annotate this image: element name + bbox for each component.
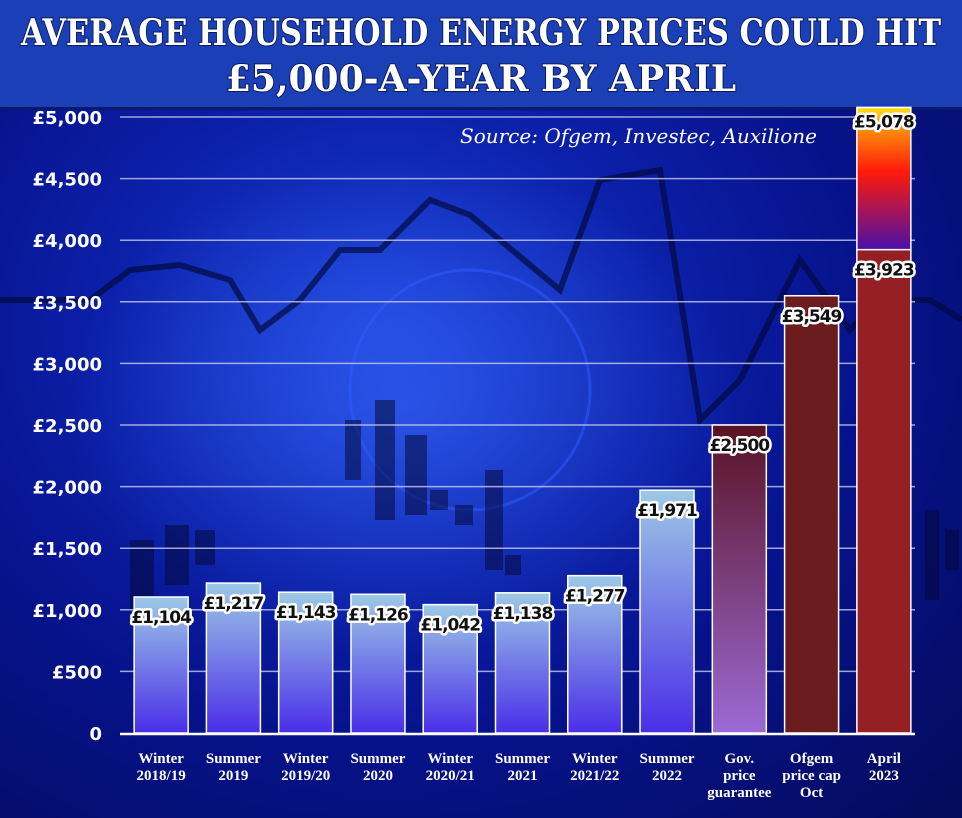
bar-value-label: £1,104 xyxy=(131,608,192,628)
bar-value-label: £1,126 xyxy=(348,605,408,625)
bar-group: £1,104 xyxy=(129,596,196,734)
x-tick-label-line: Oct xyxy=(800,785,823,801)
bar-extension xyxy=(856,106,912,251)
bar-value-label: £3,549 xyxy=(782,307,842,327)
background-trend-line xyxy=(0,166,962,427)
bar-group: £1,042 xyxy=(418,603,484,734)
x-axis: Winter2018/19Summer2019Winter2019/20Summ… xyxy=(120,732,915,801)
y-tick-label: £5,000 xyxy=(33,108,102,129)
x-tick-label-line: 2021/22 xyxy=(570,768,619,784)
bar xyxy=(856,248,912,734)
chart-title: AVERAGE HOUSEHOLD ENERGY PRICES COULD HI… xyxy=(19,11,942,101)
bar xyxy=(639,489,695,734)
bar xyxy=(422,603,478,734)
bar xyxy=(783,295,840,734)
bar-value-label: £1,971 xyxy=(637,501,697,521)
x-tick-label-line: 2018/19 xyxy=(137,768,186,784)
y-tick-label: £4,000 xyxy=(33,231,102,252)
y-tick-label: £3,500 xyxy=(33,293,102,314)
x-tick-label-line: April xyxy=(867,751,901,767)
bar-extension-value-label: £5,078 xyxy=(854,112,914,132)
x-tick-label-line: Summer xyxy=(640,751,695,767)
x-tick-label-line: 2021 xyxy=(508,768,538,784)
bar-value-label: £1,143 xyxy=(276,603,336,623)
y-tick-label: £3,000 xyxy=(33,354,102,375)
x-tick-label-line: Winter xyxy=(138,751,184,767)
bar xyxy=(277,591,334,734)
x-tick-label-line: 2022 xyxy=(652,768,682,784)
bar-group: £5,078 £3,923 xyxy=(852,106,917,734)
y-tick-label: £2,000 xyxy=(33,478,102,499)
bar-group: £3,549 xyxy=(779,295,845,734)
y-axis: 0 £500 £1,000 £1,500 £2,000 £2,500 £3,000 £3,50… xyxy=(33,108,102,745)
bar-group: £1,217 xyxy=(201,582,267,734)
x-tick-label-line: Winter xyxy=(572,751,618,767)
bar xyxy=(711,424,768,734)
x-tick-label-line: 2019/20 xyxy=(281,768,330,784)
chart-title-line-2: £5,000-A-YEAR BY APRIL xyxy=(226,58,736,100)
x-tick-label-line: 2019 xyxy=(218,768,248,784)
bar-value-label: £1,042 xyxy=(420,616,480,636)
y-tick-label: £1,000 xyxy=(33,601,102,622)
bar xyxy=(350,593,406,734)
bar-group: £1,143 xyxy=(273,591,339,734)
x-tick-label-line: Gov. xyxy=(725,751,755,767)
title-banner: AVERAGE HOUSEHOLD ENERGY PRICES COULD HI… xyxy=(0,0,962,110)
x-tick-label-line: Ofgem xyxy=(790,751,834,767)
bar-group: £1,138 xyxy=(490,592,556,734)
bar xyxy=(205,582,262,734)
bars: £1,104 £1,217 £1,143 £1,126 £1,042 £1,138 £1,2… xyxy=(129,106,917,734)
bar-value-label: £1,138 xyxy=(493,604,553,624)
source-note: Source: Ofgem, Investec, Auxilione xyxy=(460,124,817,148)
x-tick-label-line: Summer xyxy=(495,751,550,767)
x-tick-label-line: Winter xyxy=(427,751,473,767)
x-tick-label-line: 2020 xyxy=(363,768,393,784)
bar-value-label: £1,217 xyxy=(204,594,264,614)
bar-group: £1,277 xyxy=(562,574,628,734)
x-tick-label-line: price xyxy=(723,768,756,784)
x-tick-label-line: guarantee xyxy=(707,785,771,801)
x-tick-label-line: price cap xyxy=(782,768,841,784)
x-tick-label-line: Winter xyxy=(283,751,329,767)
bar-value-label: £3,923 xyxy=(854,261,914,281)
bar-value-label: £2,500 xyxy=(710,436,771,456)
y-tick-label: £500 xyxy=(52,662,102,683)
x-tick-label-line: Summer xyxy=(206,751,261,767)
y-tick-label: £4,500 xyxy=(33,170,102,191)
bar-group: £2,500 xyxy=(707,424,774,734)
chart-title-line-1: AVERAGE HOUSEHOLD ENERGY PRICES COULD HI… xyxy=(20,12,941,54)
x-tick-label-line: 2023 xyxy=(869,768,899,784)
bar-group: £1,126 xyxy=(346,593,411,734)
y-tick-label: £1,500 xyxy=(33,539,102,560)
y-tick-label: £2,500 xyxy=(33,416,102,437)
y-tick-label: 0 xyxy=(89,724,102,745)
bar-value-label: £1,277 xyxy=(565,587,625,607)
bar-group: £1,971 xyxy=(635,489,701,734)
bar xyxy=(494,592,551,734)
x-tick-label-line: Summer xyxy=(350,751,405,767)
x-tick-label-line: 2020/21 xyxy=(426,768,475,784)
